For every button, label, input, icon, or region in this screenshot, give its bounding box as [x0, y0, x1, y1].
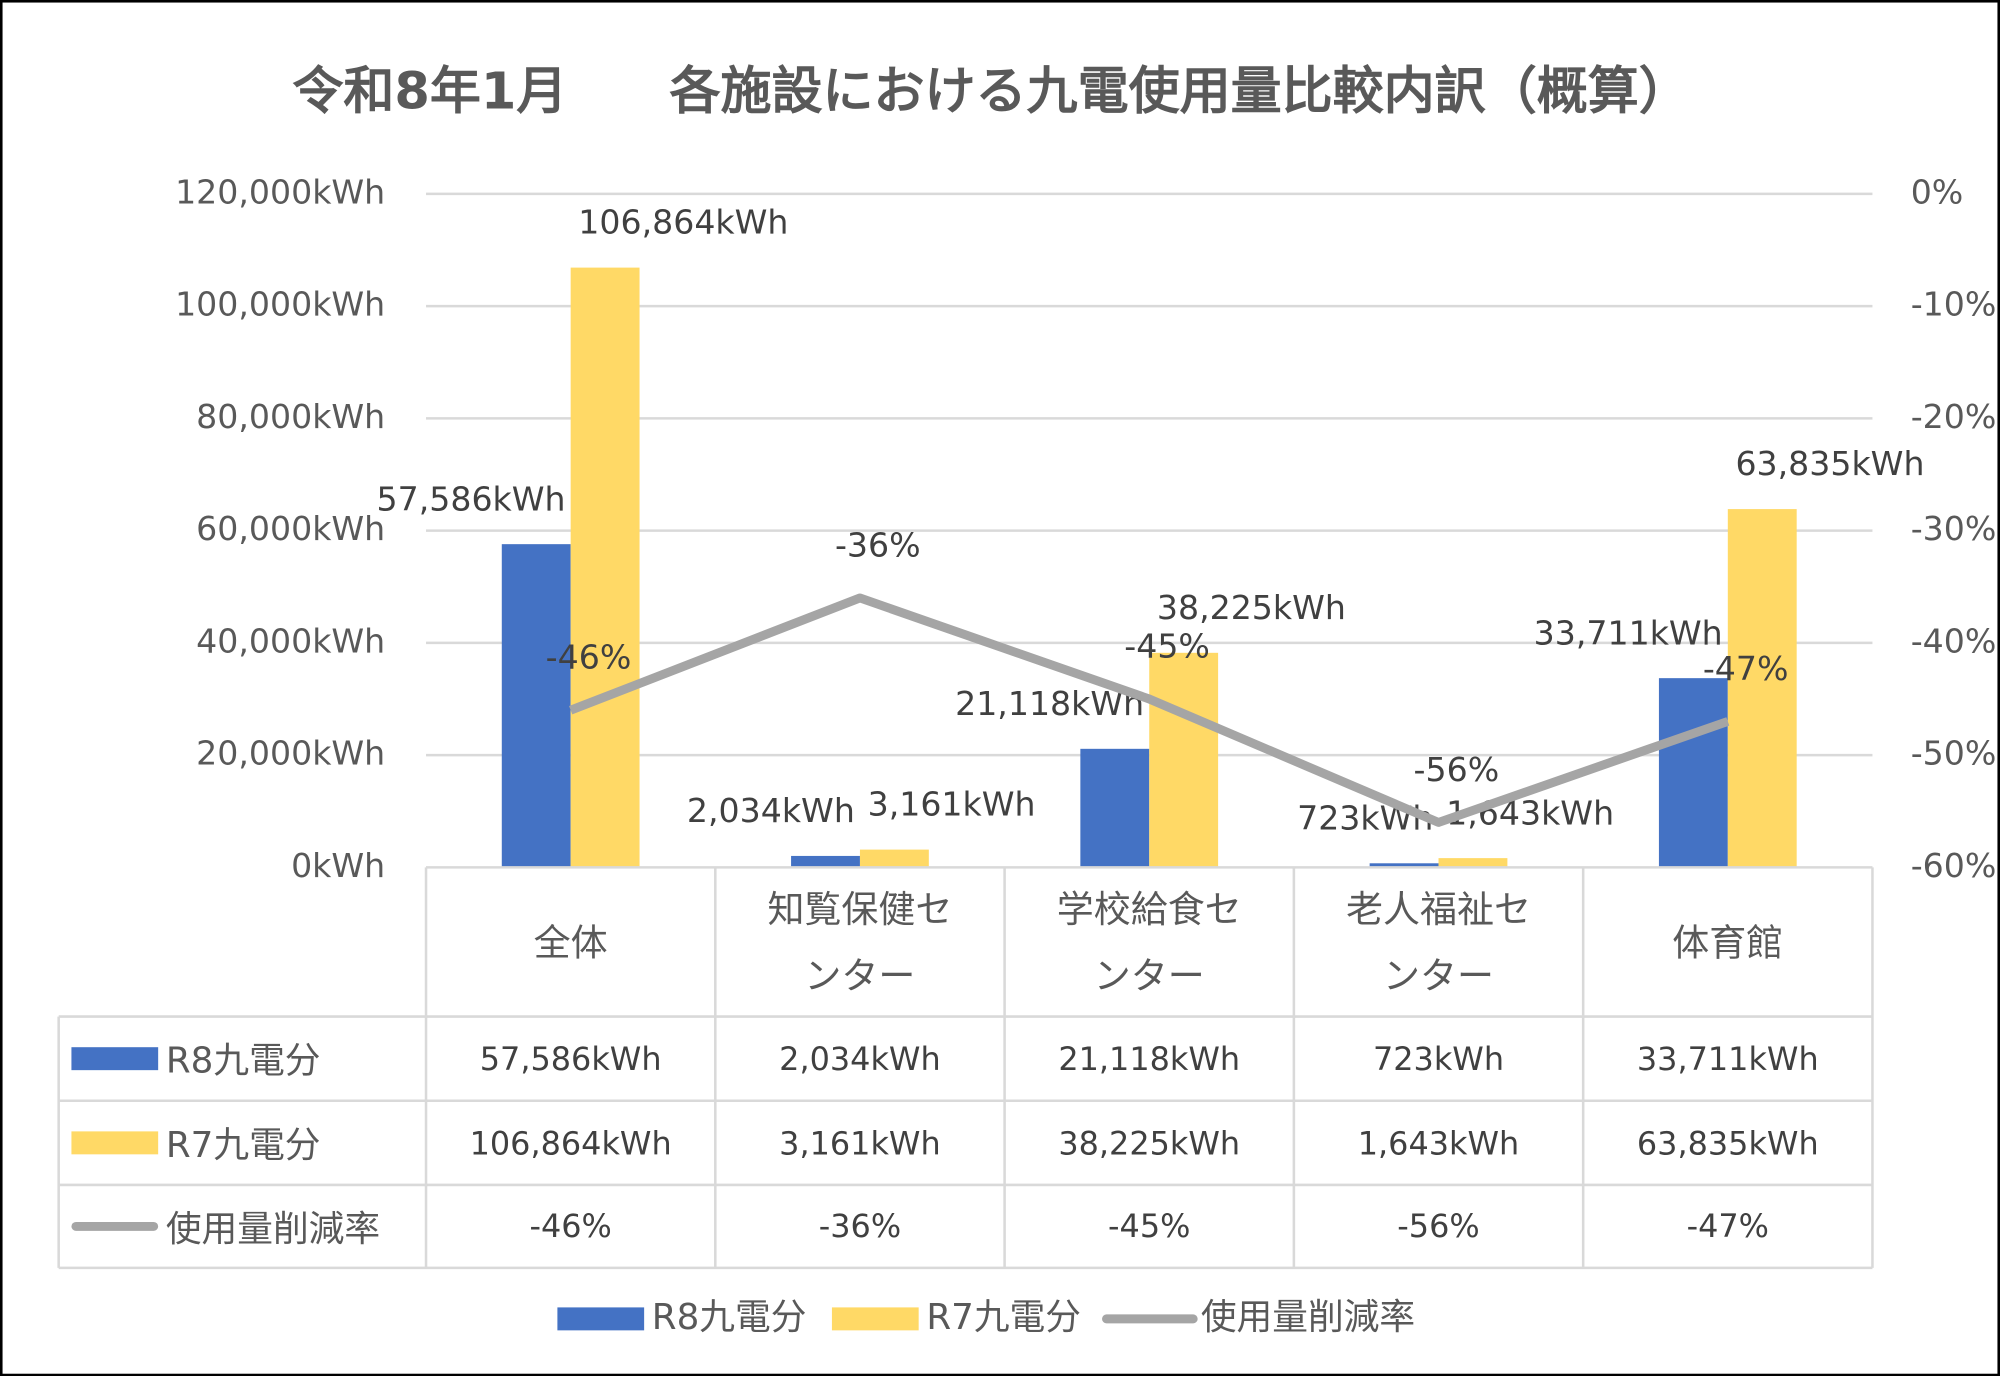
bar [1369, 863, 1439, 868]
row-label: 使用量削減率 [165, 1207, 381, 1250]
bar [791, 855, 860, 868]
table-value: 38,225kWh [1058, 1124, 1241, 1162]
table-value: 63,835kWh [1636, 1124, 1819, 1162]
y-tick-label: 100,000kWh [175, 285, 385, 324]
table-value: 21,118kWh [1058, 1040, 1241, 1078]
data-label: 723kWh [1297, 798, 1433, 837]
y2-tick-label: -10% [1911, 285, 1997, 324]
category-label: 学校給食センター [1005, 867, 1294, 1016]
y2-tick-label: -40% [1911, 621, 1997, 660]
table-value: 106,864kWh [469, 1124, 672, 1162]
y-tick-label: 0kWh [291, 846, 385, 885]
bar [1658, 678, 1728, 868]
data-label: 2,034kWh [687, 791, 855, 830]
table-value: 2,034kWh [779, 1040, 941, 1078]
legend-label: R8九電分 [652, 1297, 807, 1338]
bar [859, 849, 929, 868]
y2-tick-label: -20% [1911, 397, 1997, 436]
chart: 令和8年1月 各施設における九電使用量比較内訳（概算） 0kWh 20,000kW… [57, 62, 1997, 1338]
x-tick-label: 知覧保健センター [767, 887, 953, 997]
y-tick-label: 60,000kWh [196, 509, 385, 548]
data-label: -46% [546, 638, 632, 677]
y-tick-label: 120,000kWh [175, 172, 385, 211]
table-value: -56% [1397, 1207, 1480, 1245]
row-label: R7九電分 [165, 1123, 321, 1166]
y2-tick-label: -60% [1911, 846, 1997, 885]
y2-tick-label: -50% [1911, 734, 1997, 773]
line [569, 593, 1730, 827]
data-label: -56% [1414, 750, 1500, 789]
category-label: 体育館 [1583, 867, 1872, 1016]
bar [501, 544, 571, 868]
x-tick-label: 学校給食センター [1056, 887, 1242, 997]
x-tick-label: 老人福祉センター [1346, 887, 1531, 997]
chart-title: 令和8年1月 各施設における九電使用量比較内訳（概算） [292, 62, 1689, 121]
data-label: -36% [835, 525, 921, 564]
table-value: -45% [1108, 1207, 1191, 1245]
row-label: R8九電分 [165, 1039, 321, 1082]
table-value: 3,161kWh [779, 1124, 941, 1162]
legend-key [831, 1307, 919, 1331]
legend-key [71, 1047, 159, 1071]
data-label: 57,586kWh [377, 479, 566, 518]
table-value: 33,711kWh [1636, 1040, 1819, 1078]
bar [1080, 748, 1150, 868]
x-tick-label: 体育館 [1672, 920, 1784, 964]
category-label: 全体 [426, 867, 715, 1016]
y-tick-label: 20,000kWh [196, 734, 385, 773]
y-tick-label: 80,000kWh [196, 397, 385, 436]
legend-key [71, 1221, 159, 1231]
table-value: -47% [1686, 1207, 1769, 1245]
table-value: -46% [529, 1207, 612, 1245]
category-label: 知覧保健センター [715, 867, 1004, 1016]
x-tick-label: 全体 [533, 920, 608, 964]
bar [1727, 509, 1797, 868]
data-label: 3,161kWh [868, 785, 1036, 824]
category-label: 老人福祉センター [1294, 867, 1583, 1016]
table-value: -36% [818, 1207, 902, 1245]
data-label: 38,225kWh [1157, 588, 1346, 627]
bar [1149, 652, 1219, 868]
bar [570, 267, 640, 868]
legend-key [71, 1131, 159, 1155]
y-tick-label: 40,000kWh [196, 621, 385, 660]
table-value: 723kWh [1372, 1040, 1505, 1078]
legend-label: R7九電分 [926, 1297, 1081, 1338]
data-label: -47% [1703, 649, 1789, 688]
data-label: 63,835kWh [1735, 444, 1924, 483]
bar [1438, 858, 1508, 868]
legend-label: 使用量削減率 [1201, 1297, 1415, 1338]
table-value: 1,643kWh [1357, 1124, 1520, 1162]
data-label: 33,711kWh [1534, 613, 1723, 652]
y2-tick-label: 0% [1911, 172, 1964, 211]
data-label: -45% [1124, 626, 1210, 665]
table-value: 57,586kWh [479, 1040, 662, 1078]
y2-tick-label: -30% [1911, 509, 1997, 548]
legend-key [557, 1307, 645, 1331]
data-label: 106,864kWh [578, 203, 788, 242]
